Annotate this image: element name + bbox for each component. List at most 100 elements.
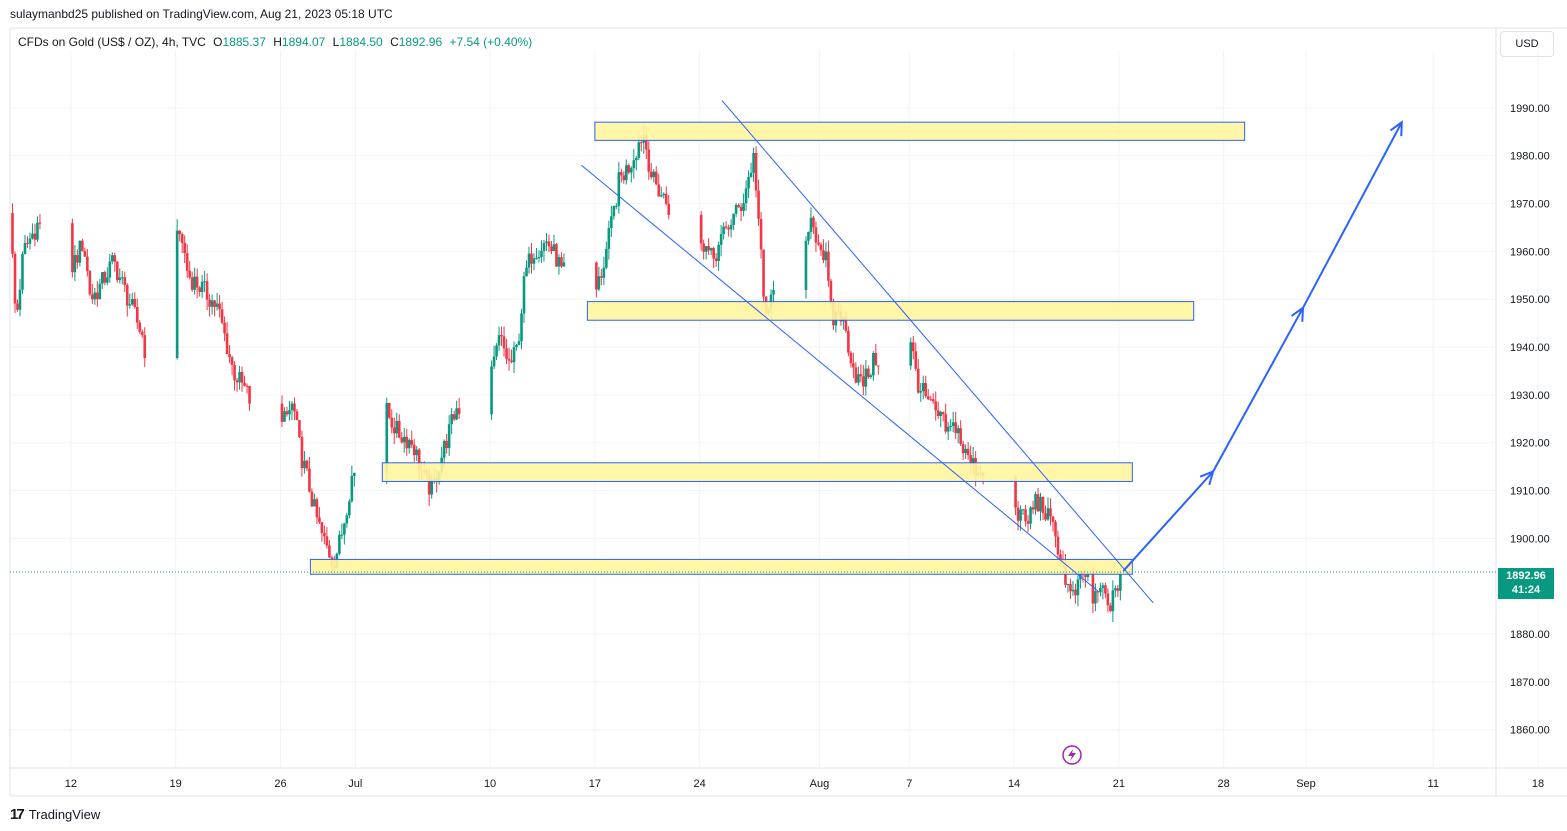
candle-body: [712, 248, 715, 259]
candle-body: [402, 436, 406, 443]
candle: [33, 223, 37, 247]
symbol-name[interactable]: CFDs on Gold (US$ / OZ), 4h, TVC: [18, 35, 206, 49]
candle-body: [520, 313, 523, 342]
candle-body: [407, 440, 411, 449]
candle-body: [757, 190, 760, 219]
y-tick-label: 1860.00: [1510, 725, 1550, 737]
candle: [123, 271, 127, 292]
candle: [605, 241, 608, 270]
candle-body: [1049, 508, 1052, 517]
candle: [772, 280, 775, 305]
candle-body: [634, 157, 638, 161]
candle-body: [877, 365, 880, 367]
candle: [400, 431, 404, 444]
candle: [91, 283, 94, 304]
candle-body: [627, 165, 631, 173]
projection-path: [1122, 120, 1403, 572]
candle-body: [288, 410, 291, 415]
candle: [392, 417, 396, 445]
tradingview-logo-icon: 17: [10, 805, 25, 823]
candle: [36, 216, 39, 243]
candle: [1066, 583, 1070, 593]
candle: [233, 361, 236, 391]
candle-body: [215, 303, 219, 307]
candle-body: [76, 255, 79, 263]
candle: [719, 225, 723, 257]
candle-body: [36, 222, 39, 240]
candle: [1106, 588, 1110, 613]
candle: [71, 218, 74, 278]
candle-body: [338, 534, 341, 554]
candle-body: [542, 243, 546, 251]
candle: [809, 207, 813, 240]
candle-body: [597, 276, 601, 290]
open-value: 1885.37: [222, 35, 266, 49]
candle: [350, 465, 354, 503]
candle-body: [759, 218, 763, 250]
candle-body: [939, 412, 943, 416]
candle-body: [1054, 521, 1057, 537]
candle-body: [26, 243, 29, 245]
symbol-legend[interactable]: CFDs on Gold (US$ / OZ), 4h, TVC O1885.3…: [18, 35, 536, 49]
candle-body: [23, 243, 27, 254]
candle-body: [714, 258, 718, 261]
candle-body: [545, 241, 548, 244]
candle-body: [447, 424, 451, 449]
candle: [38, 213, 42, 230]
candle: [934, 391, 938, 421]
candle-body: [532, 258, 536, 264]
candle: [210, 294, 214, 315]
candle-body: [966, 448, 970, 456]
candle: [298, 419, 301, 438]
candle: [143, 327, 147, 368]
candle: [315, 497, 319, 524]
y-tick-label: 1930.00: [1510, 390, 1550, 402]
candle: [178, 230, 181, 242]
candle-body: [525, 267, 528, 277]
candle-body: [612, 206, 616, 217]
candle: [26, 236, 29, 249]
candle-body: [450, 414, 453, 425]
candle: [111, 252, 114, 265]
candle: [195, 268, 199, 299]
candle-body: [944, 414, 947, 432]
candle: [562, 253, 566, 268]
candle-body: [647, 149, 651, 172]
candle-body: [652, 171, 656, 178]
candle-body: [452, 414, 456, 420]
candle: [1044, 505, 1047, 522]
candle: [308, 457, 311, 493]
candle: [627, 163, 631, 175]
candle-body: [1074, 589, 1077, 596]
candle-body: [210, 300, 214, 307]
candle-body: [193, 276, 196, 290]
top-bar: sulaymanbd25 published on TradingView.co…: [0, 0, 1567, 28]
candle: [183, 235, 186, 264]
close-value: 1892.96: [398, 35, 443, 49]
candle-body: [852, 363, 855, 368]
candle-body: [739, 206, 743, 211]
candle-body: [235, 380, 239, 383]
candle-body: [353, 472, 356, 476]
candle-body: [31, 233, 34, 239]
candle: [649, 163, 653, 180]
candle: [238, 365, 241, 390]
close-label: C: [390, 35, 399, 49]
candle: [205, 273, 209, 311]
candle: [949, 419, 952, 432]
candle-body: [929, 399, 933, 401]
event-icon: [1062, 745, 1082, 765]
candle: [1104, 582, 1107, 599]
candle: [93, 287, 97, 305]
candle-body: [385, 402, 389, 473]
candle: [305, 459, 309, 472]
candle-body: [1016, 507, 1020, 521]
candle-body: [819, 244, 823, 251]
candle: [283, 407, 286, 422]
candles: [11, 124, 1122, 623]
candle: [497, 326, 501, 352]
candle-body: [18, 289, 22, 310]
candle-body: [562, 262, 566, 267]
currency-button[interactable]: USD: [1500, 31, 1554, 57]
